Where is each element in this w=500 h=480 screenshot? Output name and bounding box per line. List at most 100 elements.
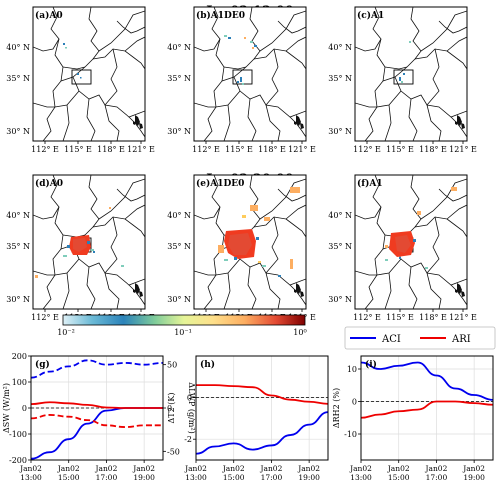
lat-tick-35-f: 35° N (328, 242, 352, 251)
lat-tick-30-row1: 30° N (6, 127, 30, 136)
panel-label-c: (c)A1 (357, 10, 384, 21)
lat-tick-40-row1: 40° N (6, 43, 30, 52)
series-line-ari (30, 401, 163, 409)
lat-tick-30-row2: 30° N (6, 295, 30, 304)
panel-label-a: (a)A0 (35, 10, 63, 21)
x-tick-label-date: Jan02 (19, 464, 42, 473)
lon-tick-label: 115° E (386, 145, 414, 154)
colorbar-tick-1e-1: 10⁻¹ (174, 328, 192, 337)
y-axis-label: ΔRH2 (%) (332, 388, 341, 428)
lon-tick-label: 112° E (353, 145, 381, 154)
map-panel-a: (a)A0 (32, 6, 146, 142)
lat-tick-30-e: 30° N (167, 295, 191, 304)
colorbar: 10⁻² 10⁻¹ 10⁰ (57, 314, 307, 337)
lat-tick-35-e: 35° N (167, 242, 191, 251)
lat-tick-40-e: 40° N (167, 211, 191, 220)
lon-tick-label: 118° E (97, 145, 125, 154)
y2-tick-label: 0 (167, 404, 172, 413)
y-tick-label: 0 (22, 404, 27, 413)
y-tick-label: 0 (187, 394, 192, 403)
x-tick-label-date: Jan02 (297, 464, 320, 473)
x-tick-label-time: 13:00 (185, 473, 207, 480)
timeseries-panel-i: -10010Jan0213:00Jan0215:00Jan0217:00Jan0… (332, 355, 494, 480)
y-tick-label: -100 (9, 430, 27, 439)
series-line-aci-right (30, 359, 164, 379)
x-tick-label-date: Jan02 (57, 464, 80, 473)
y2-tick-label: 50 (167, 361, 177, 370)
lon-tick-label: 112° E (31, 145, 59, 154)
panel-label-d: (d)A0 (35, 178, 63, 189)
x-tick-label-time: 13:00 (350, 473, 372, 480)
x-tick-label-time: 15:00 (223, 473, 245, 480)
legend-aci-label: ACI (381, 334, 401, 345)
x-tick-label-time: 19:00 (298, 473, 320, 480)
x-tick-label-time: 17:00 (261, 473, 283, 480)
timeseries-panel-h: -20Jan0213:00Jan0215:00Jan0217:00Jan0219… (167, 355, 329, 480)
lon-tick-label: 112° E (31, 313, 59, 322)
lon-tick-label: 112° E (192, 145, 220, 154)
map-panel-b: (b)A1DE0 (193, 6, 307, 142)
series-line-ari-right (30, 414, 163, 428)
x-tick-label-date: Jan02 (259, 464, 282, 473)
x-tick-label-time: 19:00 (133, 473, 155, 480)
x-tick-label-time: 17:00 (96, 473, 118, 480)
y-tick-label: -10 (344, 430, 357, 439)
x-tick-label-time: 19:00 (463, 473, 485, 480)
legend: ACI ARI (344, 326, 496, 350)
panel-label: (i) (365, 359, 377, 370)
y-tick-label: 10 (347, 365, 357, 374)
x-tick-label-time: 15:00 (388, 473, 410, 480)
lat-tick-40-row2: 40° N (6, 211, 30, 220)
y-tick-label: 100 (12, 378, 27, 387)
y2-tick-label: -50 (167, 447, 180, 456)
lat-tick-35-b: 35° N (167, 74, 191, 83)
x-tick-label-time: 15:00 (58, 473, 80, 480)
lon-tick-label: 121° E (288, 145, 316, 154)
y-tick-label: -2 (184, 435, 192, 444)
lat-tick-40-f: 40° N (328, 211, 352, 220)
y-tick-label: 0 (352, 398, 357, 407)
x-tick-label-date: Jan02 (387, 464, 410, 473)
plot-frame (360, 355, 494, 461)
map-panel-d: (d)A0 (32, 174, 146, 310)
y-tick-label: 200 (12, 352, 27, 361)
lon-tick-label: 115° E (225, 145, 253, 154)
x-tick-label-date: Jan02 (184, 464, 207, 473)
series-line-ari (360, 400, 494, 419)
legend-ari-label: ARI (451, 334, 471, 345)
x-tick-label-date: Jan02 (349, 464, 372, 473)
map-panel-c: (c)A1 (354, 6, 468, 142)
x-tick-label-time: 13:00 (20, 473, 42, 480)
lon-tick-label: 112° E (353, 313, 381, 322)
x-tick-label-time: 17:00 (426, 473, 448, 480)
lon-tick-label: 121° E (127, 145, 155, 154)
lon-tick-label: 118° E (419, 313, 447, 322)
map-panel-e: (e)A1DE0 (193, 174, 307, 310)
series-line-aci (360, 361, 494, 401)
series-line-aci (195, 411, 329, 455)
lat-tick-35-c: 35° N (328, 74, 352, 83)
y2-axis-label: ΔLWP (g/m²) (187, 382, 196, 433)
lon-tick-label: 115° E (64, 145, 92, 154)
panel-label-e: (e)A1DE0 (196, 178, 244, 189)
y-axis-label: ΔSW (W/m²) (2, 383, 11, 433)
panel-label: (g) (35, 359, 50, 370)
plot-frame (195, 355, 329, 461)
lon-tick-label: 121° E (449, 145, 477, 154)
lon-tick-label: 118° E (258, 145, 286, 154)
lat-tick-30-c: 30° N (328, 127, 352, 136)
panel-label-b: (b)A1DE0 (196, 10, 245, 21)
colorbar-tick-1e0: 10⁰ (293, 328, 306, 337)
x-tick-label-date: Jan02 (132, 464, 155, 473)
panel-label-f: (f)A1 (357, 178, 383, 189)
x-tick-label-date: Jan02 (94, 464, 117, 473)
y-axis-label: ΔT2 (K) (167, 393, 176, 424)
series-line-ari (196, 384, 329, 405)
y-tick-label: -200 (9, 456, 27, 465)
panel-label: (h) (200, 359, 215, 370)
lat-tick-30-b: 30° N (167, 127, 191, 136)
lat-tick-35-row1: 35° N (6, 74, 30, 83)
map-panel-f: (f)A1 (354, 174, 468, 310)
